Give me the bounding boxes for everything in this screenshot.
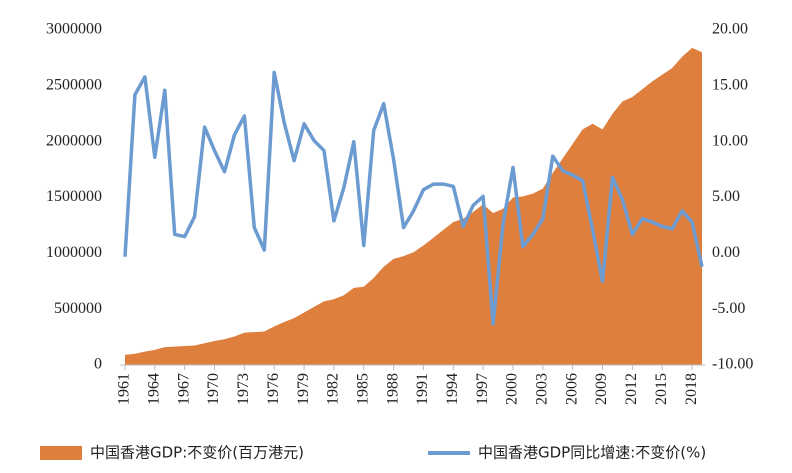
x-tick-label: 1964	[145, 373, 162, 405]
line	[123, 70, 704, 326]
x-tick-label: 1982	[325, 373, 342, 405]
legend-label: 中国香港GDP同比增速:不变价(%)	[478, 444, 706, 462]
x-tick-label: 1961	[116, 373, 133, 405]
legend-label: 中国香港GDP:不变价(百万港元)	[90, 444, 304, 462]
x-tick-label: 1970	[205, 373, 222, 405]
x-tick-label: 2003	[533, 373, 550, 405]
y-tick-label: 1500000	[46, 188, 102, 205]
y-tick-label: 3000000	[46, 21, 102, 38]
x-tick-label: 2012	[623, 373, 640, 405]
y-tick-label: 2500000	[46, 77, 102, 94]
x-tick-label: 2006	[563, 373, 580, 405]
y2-tick-label: 15.00	[712, 77, 748, 94]
x-tick-label: 1991	[414, 373, 431, 405]
legend-swatch	[40, 446, 82, 460]
area	[125, 47, 702, 366]
y2-tick-label: 0.00	[712, 244, 740, 261]
x-tick-label: 1976	[265, 373, 282, 405]
x-tick-label: 1985	[354, 373, 371, 405]
x-tick-label: 2009	[593, 373, 610, 405]
y-tick-label: 2000000	[46, 132, 102, 149]
x-tick-label: 2015	[653, 373, 670, 405]
y2-tick-label: -5.00	[712, 300, 745, 317]
y2-tick-label: 5.00	[712, 188, 740, 205]
y-tick-label: 500000	[54, 300, 102, 317]
y-tick-label: 0	[94, 356, 102, 373]
x-tick-label: 2018	[683, 373, 700, 405]
x-tick-label: 1988	[384, 373, 401, 405]
y2-tick-label: 20.00	[712, 21, 748, 38]
x-tick-label: 1979	[295, 373, 312, 405]
y2-tick-label: -10.00	[712, 356, 753, 373]
x-tick-label: 1967	[175, 373, 192, 405]
x-tick-label: 1994	[444, 373, 461, 405]
x-tick-label: 1997	[474, 373, 491, 405]
x-tick-label: 1973	[235, 373, 252, 405]
y-tick-label: 1000000	[46, 244, 102, 261]
x-tick-label: 2000	[504, 373, 521, 405]
y2-tick-label: 10.00	[712, 132, 748, 149]
